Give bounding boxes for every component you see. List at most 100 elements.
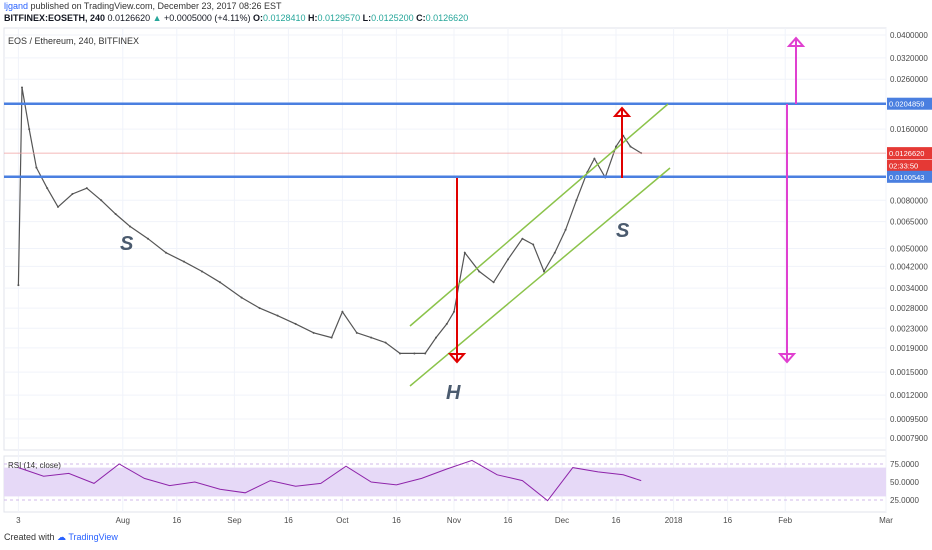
- price-point: [575, 199, 578, 202]
- chart-title: EOS / Ethereum, 240, BITFINEX: [8, 36, 139, 46]
- low-value: 0.0125200: [371, 13, 414, 23]
- level-label-lower-box: [887, 170, 932, 183]
- y-tick-label: 0.0023000: [890, 324, 928, 333]
- price-point: [183, 260, 185, 263]
- red-arrow-up-head: [612, 106, 632, 117]
- price-point: [330, 336, 333, 339]
- x-tick-label: 2018: [665, 516, 683, 525]
- price-point: [370, 336, 373, 339]
- price-point: [445, 322, 448, 325]
- rsi-line: [18, 459, 642, 502]
- rsi-band: [4, 467, 886, 497]
- price-point: [532, 243, 535, 246]
- axes: 0.0400000 0.0320000 0.0260000 0.0160000 0.00…: [16, 31, 932, 525]
- rsi-tick-label: 75.0000: [890, 460, 919, 469]
- price-point: [435, 336, 437, 339]
- x-tick-label: Nov: [447, 516, 461, 525]
- x-tick-label: 16: [284, 516, 293, 525]
- last-price-label: 0.0126620: [889, 149, 924, 158]
- publish-info: ljgand published on TradingView.com, Dec…: [4, 1, 282, 11]
- x-tick-label: Sep: [227, 516, 242, 525]
- price-point: [28, 128, 31, 131]
- y-tick-label: 0.0050000: [890, 245, 928, 254]
- level-label-upper-box: [887, 97, 932, 110]
- price-point: [492, 281, 495, 284]
- grid: [3, 27, 887, 513]
- x-tick-label: 16: [392, 516, 401, 525]
- last-price-label-box: [887, 147, 932, 160]
- price-point: [424, 352, 427, 355]
- price-point: [240, 296, 243, 299]
- level-label-upper: 0.0204859: [889, 100, 924, 109]
- created-with-text: Created with: [4, 532, 55, 542]
- y-tick-label: 0.0015000: [890, 368, 928, 377]
- price-point: [521, 237, 524, 240]
- price-point: [219, 281, 221, 284]
- price-point: [165, 251, 167, 254]
- y-tick-label: 0.0080000: [890, 196, 928, 205]
- red-arrow-down-head: [447, 353, 467, 364]
- x-tick-label: 16: [172, 516, 181, 525]
- price-point: [114, 212, 117, 215]
- right-shoulder-label: S: [616, 220, 630, 242]
- price-point: [294, 322, 297, 325]
- y-tick-label: 0.0160000: [890, 125, 928, 134]
- price-line: [17, 87, 642, 354]
- price-point: [543, 270, 545, 273]
- main-pane-border: [3, 27, 887, 451]
- y-tick-label: 0.0028000: [890, 304, 928, 313]
- symbol-label: BITFINEX:EOSETH, 240: [4, 13, 106, 23]
- open-label: O:: [252, 13, 263, 23]
- tradingview-brand[interactable]: TradingView: [68, 532, 118, 542]
- price-point: [17, 284, 20, 287]
- price-point: [258, 307, 261, 310]
- price-point: [615, 145, 617, 148]
- price-series: [17, 86, 643, 355]
- low-label: L:: [362, 13, 372, 23]
- channel-lower-line: [409, 167, 671, 387]
- price-point: [399, 352, 401, 355]
- footer: Created with ☁ TradingView: [4, 532, 118, 543]
- magenta-arrow-down-head: [777, 353, 797, 364]
- rsi-tick-label: 25.0000: [890, 496, 919, 505]
- last-value: 0.0126620: [107, 13, 151, 23]
- price-point: [35, 166, 38, 169]
- price-point: [312, 331, 315, 334]
- x-tick-label: Feb: [778, 516, 792, 525]
- price-point: [100, 199, 103, 202]
- x-tick-label: 3: [16, 516, 21, 525]
- y-tick-label: 0.0019000: [890, 344, 928, 353]
- y-tick-label: 0.0012000: [890, 391, 928, 400]
- price-point: [384, 341, 387, 344]
- x-tick-label: 16: [723, 516, 732, 525]
- price-point: [71, 193, 74, 196]
- change-value: +0.0005000 (+4.11%): [164, 13, 251, 23]
- y-tick-label: 0.0007900: [890, 434, 928, 443]
- price-point: [201, 270, 203, 273]
- x-tick-label: Oct: [336, 516, 349, 525]
- price-point: [413, 352, 416, 355]
- y-tick-label: 0.0042000: [890, 262, 928, 271]
- price-point: [147, 237, 149, 240]
- y-tick-label: 0.0065000: [890, 218, 928, 227]
- price-point: [341, 310, 344, 313]
- price-point: [593, 157, 596, 160]
- price-point: [629, 145, 632, 148]
- open-value: 0.0128410: [262, 13, 306, 23]
- y-tick-label: 0.0009500: [890, 415, 928, 424]
- high-value: 0.0129570: [317, 13, 361, 23]
- price-point: [564, 228, 567, 231]
- x-tick-label: Dec: [555, 516, 569, 525]
- y-tick-label: 0.0034000: [890, 284, 928, 293]
- price-point: [46, 187, 49, 190]
- head-label: H: [446, 382, 461, 404]
- author-link[interactable]: ljgand: [4, 1, 29, 11]
- price-point: [57, 205, 59, 208]
- published-text: published on TradingView.com, December 2…: [30, 1, 282, 11]
- y-tick-label: 0.0320000: [890, 54, 928, 63]
- up-triangle-icon: ▲: [152, 13, 162, 23]
- x-tick-label: 16: [612, 516, 621, 525]
- drawings: [4, 36, 886, 387]
- magenta-arrow-up-head: [786, 36, 806, 47]
